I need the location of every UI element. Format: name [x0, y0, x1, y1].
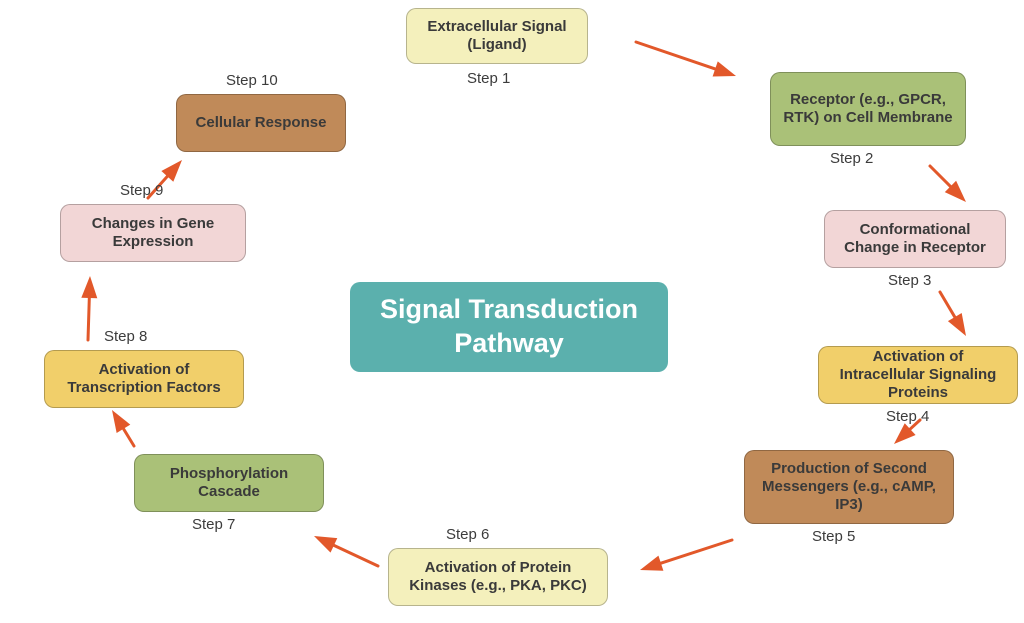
flow-node-label: Production of Second Messengers (e.g., c…: [755, 460, 943, 514]
flow-node-label: Receptor (e.g., GPCR, RTK) on Cell Membr…: [781, 91, 955, 127]
flow-node-label: Extracellular Signal (Ligand): [417, 18, 577, 54]
step-label-n8: Step 8: [104, 328, 147, 345]
flow-node-label: Activation of Intracellular Signaling Pr…: [829, 348, 1007, 402]
flow-node-n1: Extracellular Signal (Ligand): [406, 8, 588, 64]
step-label-n9: Step 9: [120, 182, 163, 199]
step-label-n7: Step 7: [192, 516, 235, 533]
step-label-n6: Step 6: [446, 526, 489, 543]
flow-node-n5: Production of Second Messengers (e.g., c…: [744, 450, 954, 524]
flow-node-label: Changes in Gene Expression: [71, 215, 235, 251]
flow-node-n2: Receptor (e.g., GPCR, RTK) on Cell Membr…: [770, 72, 966, 146]
step-label-n5: Step 5: [812, 528, 855, 545]
flow-node-n4: Activation of Intracellular Signaling Pr…: [818, 346, 1018, 404]
flow-node-n9: Changes in Gene Expression: [60, 204, 246, 262]
flow-node-n7: Phosphorylation Cascade: [134, 454, 324, 512]
flow-node-n6: Activation of Protein Kinases (e.g., PKA…: [388, 548, 608, 606]
step-label-n2: Step 2: [830, 150, 873, 167]
flow-node-label: Activation of Protein Kinases (e.g., PKA…: [399, 559, 597, 595]
arrow-icon: [292, 514, 400, 588]
signal-transduction-diagram: Signal Transduction Pathway Extracellula…: [0, 0, 1024, 623]
step-label-n4: Step 4: [886, 408, 929, 425]
flow-node-label: Cellular Response: [196, 114, 327, 132]
step-label-n3: Step 3: [888, 272, 931, 289]
step-label-n10: Step 10: [226, 72, 278, 89]
arrow-icon: [614, 20, 758, 98]
flow-node-label: Activation of Transcription Factors: [55, 361, 233, 397]
flow-node-label: Phosphorylation Cascade: [145, 465, 313, 501]
flow-node-n8: Activation of Transcription Factors: [44, 350, 244, 408]
flow-node-label: Conformational Change in Receptor: [835, 221, 995, 257]
center-title: Signal Transduction Pathway: [350, 282, 668, 372]
flow-node-n3: Conformational Change in Receptor: [824, 210, 1006, 268]
arrow-icon: [66, 254, 112, 362]
step-label-n1: Step 1: [467, 70, 510, 87]
flow-node-n10: Cellular Response: [176, 94, 346, 152]
arrow-icon: [618, 518, 754, 592]
